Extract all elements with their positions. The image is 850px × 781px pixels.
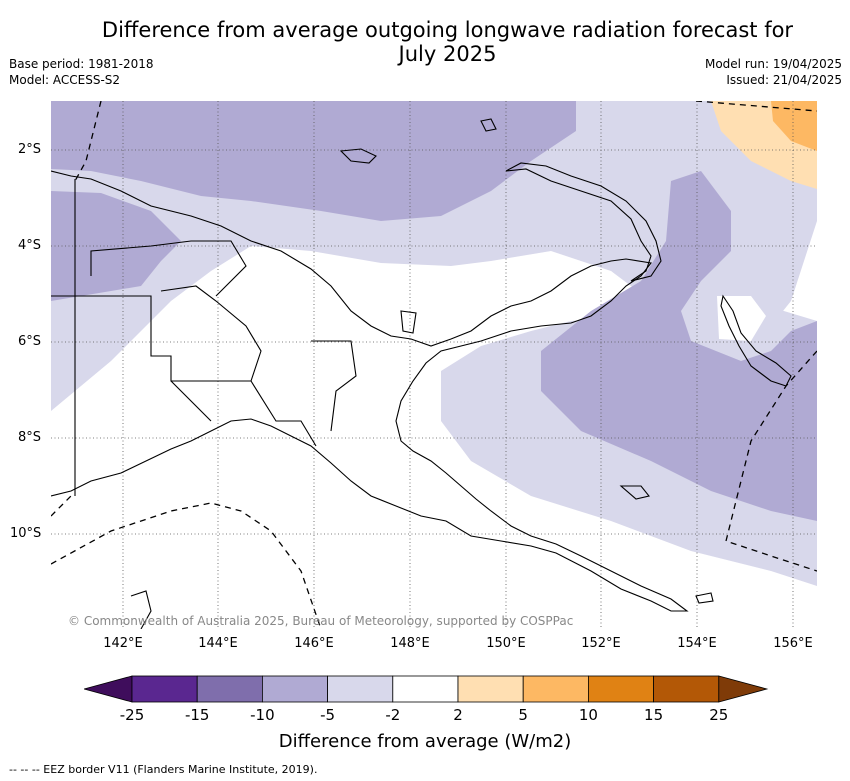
colorbar-tick-label: 2 <box>453 706 463 724</box>
colorbar-tick-label: -15 <box>184 706 210 724</box>
colorbar-label: Difference from average (W/m2) <box>278 731 572 752</box>
coastline-rossel <box>695 592 714 604</box>
colorbar-tick-label: -2 <box>385 706 401 724</box>
colorbar-tick-label: -25 <box>119 706 145 724</box>
eez-border-ne <box>695 101 817 112</box>
colorbar-extend-high <box>718 675 769 703</box>
colorbar-tick-label: -5 <box>320 706 336 724</box>
eez-legend-note: -- -- -- EEZ border V11 (Flanders Marine… <box>9 763 318 776</box>
copyright-notice: © Commonwealth of Australia 2025, Bureau… <box>68 614 574 628</box>
lon-label: 148°E <box>390 636 430 651</box>
colorbar <box>82 672 769 708</box>
model-run: Model run: 19/04/2025 <box>704 57 842 71</box>
coastline-louisiade <box>619 485 650 500</box>
colorbar-tick-label: 15 <box>644 706 664 724</box>
map-panel <box>51 101 817 629</box>
anomaly-region-mid-north <box>51 101 576 221</box>
model-name: Model: ACCESS-S2 <box>9 73 121 87</box>
lat-label: 6°S <box>18 334 42 349</box>
anomaly-region-mid-west <box>51 191 181 301</box>
colorbar-segment <box>653 675 720 703</box>
map-svg <box>51 101 817 629</box>
lon-label: 144°E <box>198 636 238 651</box>
coastline-new-britain <box>505 162 662 282</box>
base-period: Base period: 1981-2018 <box>9 57 154 71</box>
coastline-manus <box>339 148 377 164</box>
lon-label: 154°E <box>677 636 717 651</box>
lat-label: 4°S <box>18 238 42 253</box>
colorbar-segment <box>131 675 198 703</box>
anomaly-region-mid-east <box>541 171 817 521</box>
colorbar-svg <box>82 675 769 703</box>
eez-border-south <box>51 502 322 629</box>
issued-date: Issued: 21/04/2025 <box>726 73 842 87</box>
coastline-small-island-1 <box>480 118 497 132</box>
coastline-small-island-2 <box>400 310 417 334</box>
lat-label: 8°S <box>18 430 42 445</box>
meta-right: Model run: 19/04/2025 Issued: 21/04/2025 <box>705 56 842 88</box>
colorbar-segment <box>261 675 328 703</box>
lat-label: 2°S <box>18 142 42 157</box>
eez-border-southwest <box>51 495 72 517</box>
colorbar-extend-low <box>82 675 133 703</box>
colorbar-segment <box>457 675 524 703</box>
colorbar-segment <box>522 675 589 703</box>
eez-borders <box>51 101 817 629</box>
colorbar-segment <box>327 675 394 703</box>
lon-label: 152°E <box>581 636 621 651</box>
coastline-torres <box>130 590 152 629</box>
colorbar-tick-label: -10 <box>250 706 275 724</box>
colorbar-tick-label: 5 <box>518 706 528 724</box>
lon-label: 150°E <box>486 636 526 651</box>
anomaly-region-neutral-east <box>717 296 766 341</box>
colorbar-segment <box>196 675 263 703</box>
province-lines-north <box>90 240 247 297</box>
eez-border-west <box>74 101 102 182</box>
graticule <box>51 101 817 629</box>
lat-label: 10°S <box>10 526 42 541</box>
lon-label: 142°E <box>103 636 143 651</box>
colorbar-segment <box>392 675 459 703</box>
province-lines <box>51 285 357 447</box>
lon-label: 146°E <box>294 636 334 651</box>
map-title: Difference from average outgoing longwav… <box>101 18 794 66</box>
colorbar-segment <box>587 675 654 703</box>
lon-label: 156°E <box>773 636 813 651</box>
meta-left: Base period: 1981-2018 Model: ACCESS-S2 <box>9 56 154 88</box>
coastline-new-guinea <box>51 170 689 612</box>
colorbar-tick-label: 10 <box>578 706 598 724</box>
colorbar-tick-label: 25 <box>709 706 729 724</box>
eez-border-east <box>725 350 817 572</box>
anomaly-region-positive-mid <box>771 101 817 151</box>
